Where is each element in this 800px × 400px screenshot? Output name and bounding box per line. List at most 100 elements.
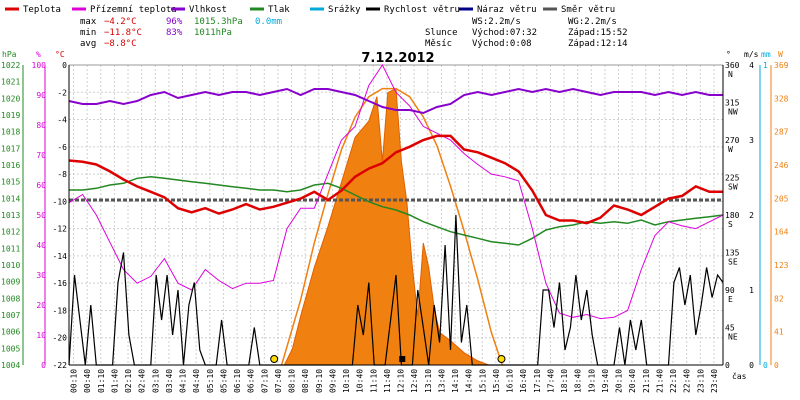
direction-tick: 90 <box>725 286 735 295</box>
stat-avg-label: avg <box>80 39 96 49</box>
legend-label-7: Směr větru <box>561 5 615 15</box>
legend-label-4: Srážky <box>328 5 361 15</box>
wind-speed-line <box>68 214 724 366</box>
sun-moon-markers <box>270 355 506 363</box>
wind-tick: 4 <box>749 61 754 70</box>
x-tick: 10:10 <box>342 369 351 393</box>
x-tick: 20:40 <box>628 369 637 393</box>
direction-tick: 315 <box>725 99 740 108</box>
temp-tick: -6 <box>57 143 67 152</box>
sun-rise: Východ:07:32 <box>472 28 537 38</box>
rain-tick: 1 <box>763 61 768 70</box>
x-tick: 12:40 <box>410 369 419 393</box>
right-unit-label: mm <box>761 50 771 59</box>
x-tick: 17:40 <box>546 369 555 393</box>
left-unit-label: °C <box>55 50 65 59</box>
direction-tick: 360 <box>725 61 740 70</box>
x-tick: 05:40 <box>219 369 228 393</box>
direction-tick-compass: S <box>728 220 733 229</box>
stat-max-label: max <box>80 17 97 27</box>
right-unit-label: W <box>778 50 783 59</box>
legend-label-2: Vlhkost <box>189 5 227 15</box>
humidity-tick: 90 <box>36 91 46 100</box>
legend-label-1: Přízemní teplota <box>90 5 177 15</box>
humidity-tick: 20 <box>36 301 46 310</box>
direction-tick: 0 <box>725 361 730 370</box>
pressure-tick: 1008 <box>1 294 20 303</box>
humidity-tick: 60 <box>36 181 46 190</box>
x-tick: 16:40 <box>519 369 528 393</box>
left-unit-label: % <box>36 50 41 59</box>
stat-max-temp: −4.2°C <box>104 17 137 27</box>
direction-tick-compass: SE <box>728 258 738 267</box>
direction-tick: 225 <box>725 174 740 183</box>
humidity-tick: 100 <box>32 61 47 70</box>
solar-tick: 246 <box>774 161 789 170</box>
wind-speed-info: WS:2.2m/s <box>472 17 521 27</box>
x-tick: 22:10 <box>669 369 678 393</box>
humidity-tick: 50 <box>36 211 46 220</box>
x-tick: 22:40 <box>683 369 692 393</box>
x-tick: 06:40 <box>247 369 256 393</box>
temp-tick: -12 <box>53 225 68 234</box>
x-tick: 07:40 <box>274 369 283 393</box>
solar-tick: 41 <box>774 328 784 337</box>
x-tick: 18:10 <box>560 369 569 393</box>
direction-tick: 135 <box>725 249 740 258</box>
x-tick: 02:10 <box>124 369 133 393</box>
moon-rise: Východ:0:08 <box>472 39 532 49</box>
pressure-tick: 1009 <box>1 278 20 287</box>
stat-max-press: 1015.3hPa <box>194 17 243 27</box>
solar-tick: 82 <box>774 294 784 303</box>
line-series <box>68 64 724 366</box>
wind-tick: 1 <box>749 286 754 295</box>
temp-tick: -22 <box>53 361 68 370</box>
temp-tick: -10 <box>53 197 68 206</box>
direction-tick-compass: E <box>728 295 733 304</box>
wind-tick: 2 <box>749 211 754 220</box>
x-tick: 16:10 <box>506 369 515 393</box>
legend-label-5: Rychlost větru <box>384 5 460 15</box>
chart-title: 7.12.2012 <box>361 51 434 66</box>
pressure-line <box>69 175 724 246</box>
temp-tick: -8 <box>57 170 67 179</box>
legend-label-6: Náraz větru <box>477 5 537 15</box>
pressure-tick: 1021 <box>1 78 20 87</box>
moon-label: Měsíc <box>425 39 452 49</box>
temperature-line <box>68 134 723 225</box>
pressure-tick: 1017 <box>1 144 20 153</box>
x-tick: 06:10 <box>233 369 242 393</box>
x-tick: 03:40 <box>165 369 174 393</box>
stats-box: max −4.2°C 96% 1015.3hPa 0.0mm min −11.8… <box>80 17 282 49</box>
wind-tick: 3 <box>749 136 754 145</box>
legend-label-3: Tlak <box>268 5 290 15</box>
pressure-tick: 1015 <box>1 178 20 187</box>
x-tick: 01:10 <box>97 369 106 393</box>
pressure-tick: 1006 <box>1 328 20 337</box>
humidity-tick: 40 <box>36 241 46 250</box>
right-unit-label: ° <box>726 50 731 59</box>
legend: Teplota Přízemní teplota Vlhkost Tlak Srážky… <box>5 5 615 15</box>
x-tick: 23:40 <box>710 369 719 393</box>
humidity-tick: 10 <box>36 331 46 340</box>
temp-tick: -18 <box>53 306 68 315</box>
solar-tick: 328 <box>774 94 789 103</box>
x-tick: 19:10 <box>587 369 596 393</box>
x-tick: 11:40 <box>383 369 392 393</box>
pressure-tick: 1016 <box>1 161 20 170</box>
x-tick: 03:10 <box>151 369 160 393</box>
temp-tick: -20 <box>53 334 68 343</box>
stat-min-hum: 83% <box>166 28 183 38</box>
x-tick: 21:10 <box>642 369 651 393</box>
solar-tick: 0 <box>774 361 779 370</box>
temp-tick: -14 <box>53 252 68 261</box>
moon-marker <box>399 356 406 362</box>
direction-tick-compass: NE <box>728 333 738 342</box>
x-tick: 19:40 <box>601 369 610 393</box>
pressure-tick: 1004 <box>1 361 20 370</box>
humidity-tick: 80 <box>36 121 46 130</box>
x-tick: 14:10 <box>451 369 460 393</box>
direction-tick-compass: SW <box>728 183 738 192</box>
humidity-tick: 70 <box>36 151 46 160</box>
